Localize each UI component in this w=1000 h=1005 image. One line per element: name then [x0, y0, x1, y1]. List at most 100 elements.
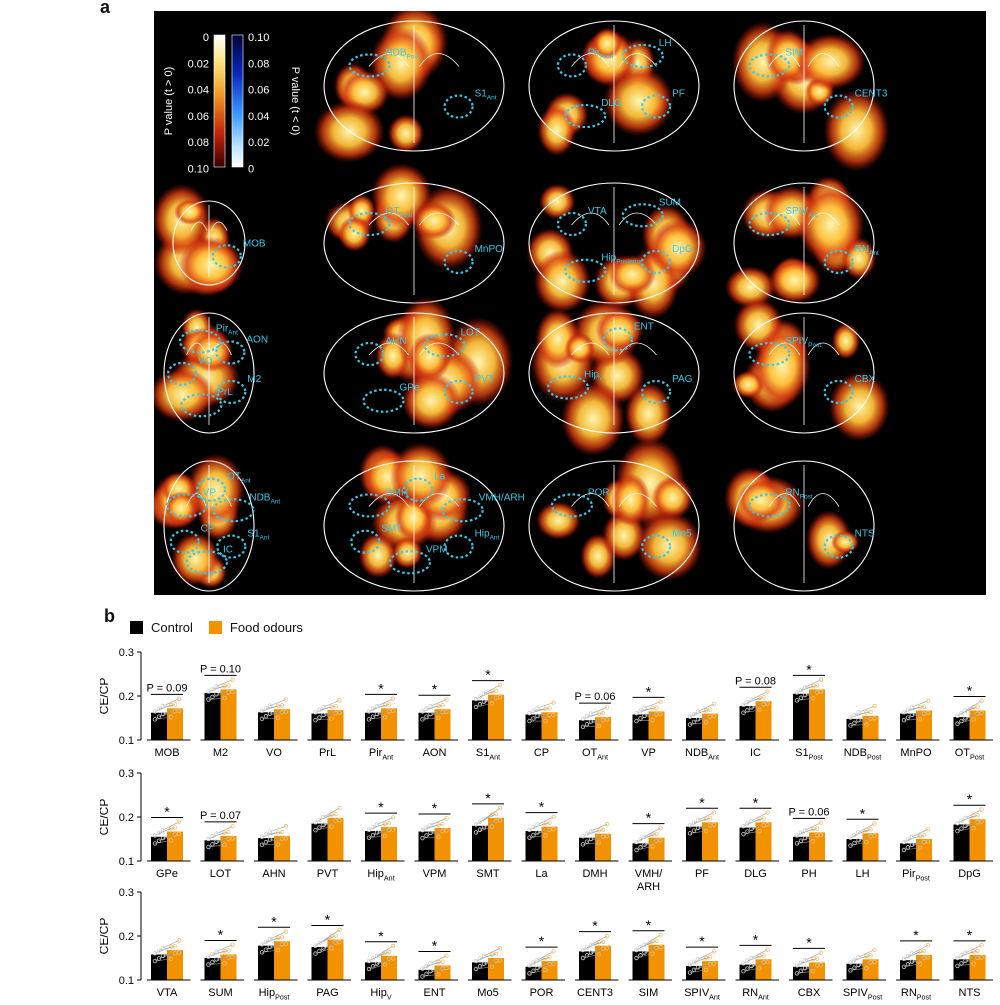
subject-line	[911, 700, 929, 708]
activation-blob	[649, 218, 707, 278]
subject-dot-control	[321, 822, 326, 828]
subject-dot-control	[535, 705, 540, 711]
activation-blob	[338, 215, 371, 252]
subject-dot-control	[695, 717, 701, 722]
bar-control	[953, 717, 970, 740]
roi-outline	[748, 341, 791, 367]
sig-star: *	[432, 681, 438, 697]
subject-dot-food	[975, 704, 980, 709]
subject-dot-food	[547, 955, 552, 960]
subject-dot-food	[600, 827, 606, 833]
subject-line	[376, 817, 394, 825]
subject-line	[693, 956, 711, 963]
subject-dot-control	[955, 955, 960, 961]
roi-outline	[216, 534, 247, 559]
roi-outline	[212, 498, 255, 523]
subject-dot-food	[551, 949, 556, 954]
subject-dot-food	[868, 709, 873, 715]
bar-food	[862, 833, 879, 861]
subject-line	[376, 829, 394, 833]
subject-dot-control	[473, 958, 479, 964]
activation-blob	[736, 479, 786, 522]
subject-dot-food	[489, 812, 495, 817]
subject-dot-food	[979, 698, 984, 704]
subject-dot-food	[222, 695, 227, 701]
subject-dot-food	[658, 945, 663, 950]
category-label: POR	[530, 987, 554, 999]
slice-outline	[172, 200, 246, 286]
subject-line	[483, 960, 501, 965]
subject-dot-control	[856, 838, 861, 843]
subject-dot-control	[481, 699, 487, 704]
y-tick-label: 0.1	[119, 735, 134, 747]
subject-line	[850, 841, 867, 846]
roi-label: DpG	[672, 244, 693, 255]
activation-blob	[174, 199, 206, 225]
subject-line	[265, 705, 283, 709]
category-label: PVT	[317, 868, 339, 880]
bar-control	[418, 969, 435, 980]
roi-outline	[564, 103, 607, 129]
activation-blob	[624, 382, 673, 446]
subject-line	[154, 716, 172, 720]
subject-dot-control	[473, 966, 479, 972]
subject-dot-food	[971, 961, 976, 966]
bar-food	[220, 835, 237, 861]
roi-outline	[354, 341, 385, 367]
roi-label: Mo5	[672, 529, 692, 540]
subject-dot-food	[222, 961, 227, 966]
subject-dot-food	[757, 828, 762, 834]
roi-outline	[556, 211, 588, 237]
subject-line	[483, 948, 501, 957]
subject-line	[747, 818, 764, 824]
subject-dot-control	[848, 835, 853, 840]
subject-dot-food	[283, 941, 289, 946]
subject-dot-control	[527, 963, 532, 968]
category-label: DLG	[744, 868, 767, 880]
subject-dot-food	[658, 699, 663, 704]
category-label: VPM	[423, 868, 447, 880]
y-tick-label: 0.3	[119, 647, 134, 659]
bar-control	[686, 718, 702, 740]
subject-dot-control	[313, 943, 318, 948]
subject-dot-control	[156, 830, 162, 836]
subject-dot-control	[741, 961, 746, 966]
subject-dot-food	[279, 703, 285, 708]
colorbar-neg-tick: 0.08	[248, 58, 269, 70]
subject-dot-control	[531, 960, 536, 966]
subject-dot-control	[481, 691, 487, 696]
category-label: VP	[641, 747, 656, 759]
subject-line	[208, 962, 225, 965]
subject-dot-food	[333, 933, 338, 938]
slice-outline	[733, 20, 875, 152]
category-label: AON	[423, 747, 447, 759]
roi-outline	[185, 550, 229, 575]
category-label: HipPost	[259, 987, 290, 1000]
subject-dot-food	[604, 933, 610, 939]
subject-dot-food	[283, 709, 289, 714]
sig-star: *	[164, 804, 170, 820]
subject-dot-food	[650, 844, 655, 849]
subject-dot-control	[531, 716, 536, 721]
subject-line	[212, 831, 229, 837]
bar-chart-panel: Control Food odours 0.1 0.2 0.3 CE/CP MOB P =…	[97, 612, 1000, 1001]
subject-dot-food	[765, 822, 770, 827]
category-label: NDBAnt	[685, 747, 719, 761]
subject-dot-control	[366, 958, 372, 964]
bar-food	[327, 710, 344, 740]
subject-line	[582, 842, 600, 845]
subject-dot-food	[872, 959, 877, 964]
roi-outline	[556, 53, 588, 78]
bar-food	[595, 717, 611, 740]
subject-dot-control	[370, 832, 376, 838]
subject-dot-food	[382, 962, 388, 967]
category-label: SPIVPost	[843, 987, 882, 1000]
bar-control	[204, 840, 221, 861]
subject-dot-control	[794, 833, 800, 838]
subject-line	[261, 949, 279, 953]
bar-chart-row: 0.1 0.2 0.3 CE/CP GPe * LOT P = 0.07 AHN PVT HipAn…	[97, 768, 993, 893]
roi-label: HipAnt	[475, 529, 500, 542]
